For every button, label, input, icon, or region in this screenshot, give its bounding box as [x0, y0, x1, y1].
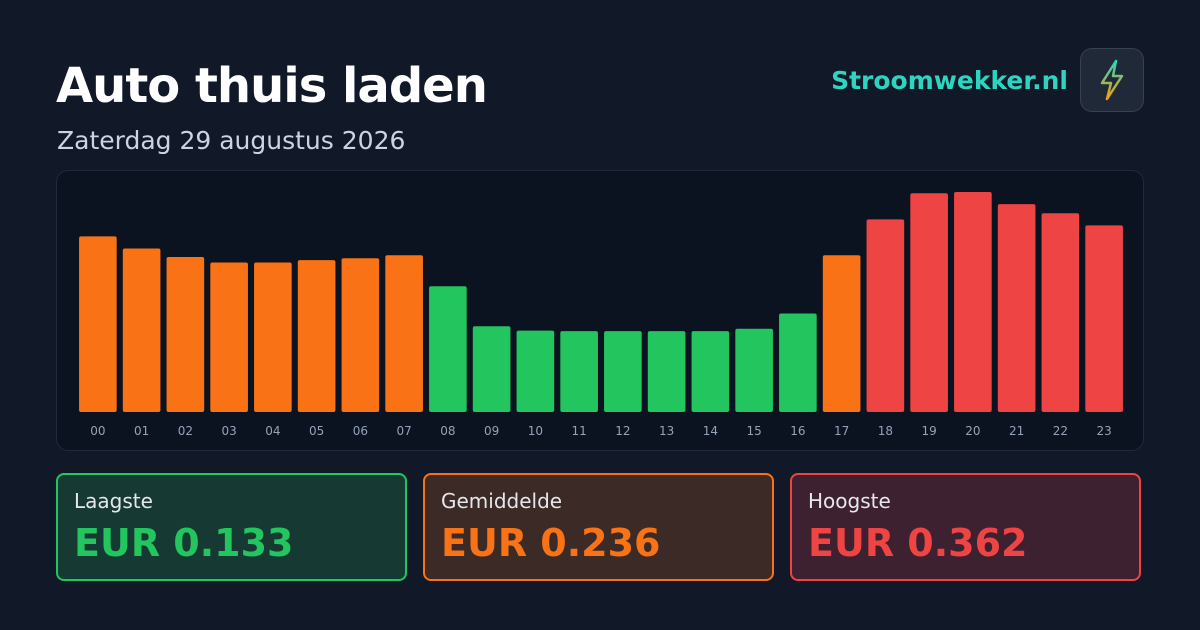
x-tick-label: 07 [396, 424, 411, 438]
stat-card: Hoogste EUR 0.362 [790, 473, 1141, 581]
bar [910, 193, 948, 412]
bar [1041, 213, 1080, 412]
x-tick-label: 17 [834, 424, 849, 438]
x-tick-label: 12 [615, 424, 630, 438]
logo [1080, 48, 1144, 112]
stat-label: Gemiddelde [441, 489, 563, 513]
brand: Stroomwekker.nl [831, 66, 1068, 95]
title: Auto thuis laden [56, 58, 488, 114]
x-tick-label: 05 [309, 424, 324, 438]
x-tick-label: 10 [528, 424, 543, 438]
chart-panel: 00 01 02 03 04 05 06 07 08 09 10 11 12 13 14 15 16 17 18 19… [56, 170, 1144, 451]
bar [297, 260, 336, 412]
x-tick-label: 14 [703, 424, 718, 438]
stat-card: Gemiddelde EUR 0.236 [423, 473, 774, 581]
x-tick-label: 11 [571, 424, 586, 438]
x-tick-label: 19 [921, 424, 936, 438]
bar [122, 248, 161, 412]
x-tick-label: 15 [746, 424, 761, 438]
x-tick-label: 23 [1096, 424, 1111, 438]
x-tick-label: 01 [134, 424, 149, 438]
bar [997, 204, 1036, 412]
bar [210, 262, 248, 412]
bar [79, 236, 117, 412]
bar [341, 258, 380, 412]
bar [647, 331, 686, 412]
bar [254, 262, 292, 412]
x-tick-label: 20 [965, 424, 980, 438]
x-tick-label: 08 [440, 424, 455, 438]
stat-value: EUR 0.236 [441, 521, 661, 565]
subtitle: Zaterdag 29 augustus 2026 [57, 126, 406, 155]
x-tick-label: 09 [484, 424, 499, 438]
bar [166, 257, 205, 412]
stat-card: Laagste EUR 0.133 [56, 473, 407, 581]
x-tick-label: 16 [790, 424, 805, 438]
stat-value: EUR 0.133 [74, 521, 294, 565]
bar [1085, 225, 1123, 412]
chart: 00 01 02 03 04 05 06 07 08 09 10 11 12 13 14 15 16 17 18 19… [79, 192, 1123, 438]
x-tick-label: 13 [659, 424, 674, 438]
bar [866, 219, 905, 412]
x-tick-label: 02 [178, 424, 193, 438]
bar [735, 328, 773, 412]
x-tick-label: 21 [1009, 424, 1024, 438]
x-tick-label: 04 [265, 424, 280, 438]
bar [560, 331, 598, 412]
bar [516, 330, 555, 412]
bar [385, 255, 423, 412]
bar [429, 286, 467, 412]
bar [472, 326, 511, 412]
bar [604, 331, 642, 412]
logo-icon [1100, 59, 1124, 101]
bar [822, 255, 861, 412]
bar [779, 313, 817, 412]
bar [691, 331, 730, 412]
x-tick-label: 22 [1053, 424, 1068, 438]
x-tick-label: 18 [878, 424, 893, 438]
stat-label: Laagste [74, 489, 153, 513]
stat-value: EUR 0.362 [808, 521, 1028, 565]
x-tick-label: 06 [353, 424, 368, 438]
stat-label: Hoogste [808, 489, 891, 513]
x-tick-label: 03 [221, 424, 236, 438]
x-tick-label: 00 [90, 424, 105, 438]
bar [954, 192, 992, 412]
